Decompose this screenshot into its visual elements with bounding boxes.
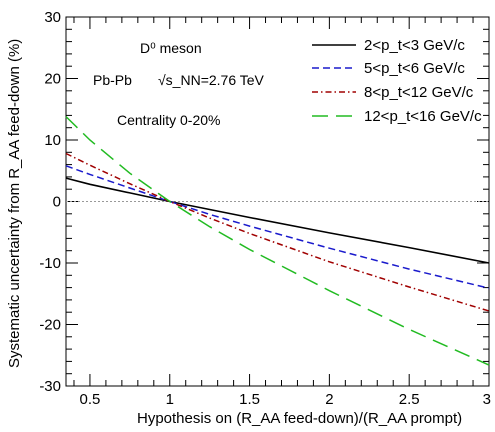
y-tick-label: 0: [53, 194, 61, 211]
annotation-energy: √s_NN=2.76 TeV: [158, 72, 265, 88]
y-tick-label: -10: [39, 255, 61, 272]
x-tick-label: 3: [483, 391, 491, 408]
x-axis-title: Hypothesis on (R_AA feed-down)/(R_AA pro…: [137, 410, 462, 427]
y-axis-title: Systematic uncertainty from R_AA feed-do…: [6, 39, 23, 368]
annotation-centrality: Centrality 0-20%: [117, 112, 221, 128]
x-tick-label: 2.5: [399, 391, 420, 408]
legend-label-2: 5<p_t<6 GeV/c: [364, 60, 465, 77]
legend-label-1: 2<p_t<3 GeV/c: [364, 37, 465, 54]
x-tick-label: 1.5: [239, 391, 260, 408]
series-line-2: [65, 165, 490, 289]
y-tick-label: 10: [44, 132, 61, 149]
y-tick-label: 30: [44, 9, 61, 26]
series-line-4: [65, 116, 490, 366]
legend-label-3: 8<p_t<12 GeV/c: [364, 84, 474, 101]
x-tick-label: 2: [325, 391, 333, 408]
x-tick-label: 1: [166, 391, 174, 408]
y-tick-label: -30: [39, 378, 61, 395]
series-line-1: [65, 177, 490, 264]
series-line-3: [65, 152, 490, 312]
y-tick-label: -20: [39, 317, 61, 334]
y-tick-label: 20: [44, 71, 61, 88]
legend-label-4: 12<p_t<16 GeV/c: [364, 108, 482, 125]
annotation-system: Pb-Pb: [93, 72, 132, 88]
annotation-meson: D⁰ meson: [140, 40, 202, 56]
x-tick-label: 0.5: [80, 391, 101, 408]
annotation-group: D⁰ meson Pb-Pb √s_NN=2.76 TeV Centrality…: [93, 40, 265, 128]
